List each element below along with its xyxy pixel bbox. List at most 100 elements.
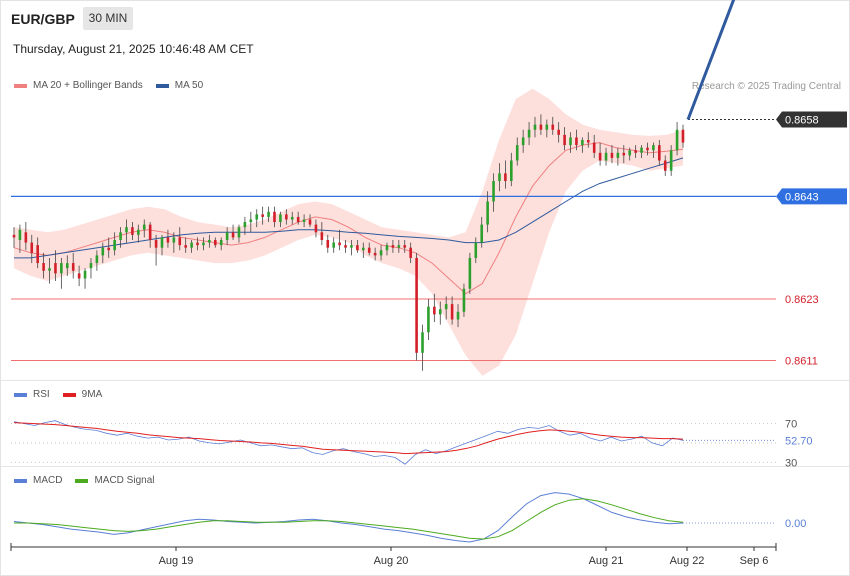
candle-body	[616, 152, 620, 158]
candle-body	[338, 242, 341, 246]
candle-body	[255, 214, 259, 220]
candle-body	[30, 242, 34, 253]
candle-body	[231, 232, 235, 238]
candle-body	[279, 214, 282, 223]
candle-body	[344, 245, 347, 248]
candle-body	[669, 150, 673, 171]
x-tick-label: Aug 21	[589, 555, 624, 567]
macd-legend: MACD MACD Signal	[14, 475, 154, 486]
level-label: 0.8623	[785, 294, 819, 306]
candle-body	[527, 129, 531, 138]
candle-body	[462, 288, 466, 312]
candle-body	[391, 245, 395, 248]
candle-body	[575, 137, 578, 146]
candle-body	[563, 134, 566, 146]
candle-body	[415, 257, 418, 353]
candle-body	[273, 211, 276, 223]
candle-body	[208, 240, 211, 243]
candle-body	[385, 245, 389, 251]
symbol-label: EUR/GBP	[11, 11, 75, 27]
candle-body	[48, 268, 51, 271]
candle-body	[604, 152, 608, 161]
candle-body	[350, 245, 353, 248]
candle-body	[24, 232, 28, 243]
candle-body	[640, 147, 643, 153]
rsi-legend: RSI 9MA	[14, 389, 102, 400]
ma20-legend-label: MA 20 + Bollinger Bands	[33, 80, 143, 91]
candle-body	[314, 224, 318, 233]
candle-body	[658, 145, 661, 161]
candle-body	[427, 306, 430, 333]
macd-current-label: 0.00	[785, 518, 806, 530]
candle-body	[450, 304, 454, 320]
level-label: 0.8658	[785, 114, 819, 126]
candle-body	[54, 263, 57, 274]
candle-body	[569, 137, 572, 146]
candle-body	[498, 173, 501, 182]
candle-body	[65, 263, 69, 269]
candle-body	[225, 232, 229, 240]
x-tick-label: Aug 20	[374, 555, 409, 567]
candle-body	[504, 173, 507, 182]
candle-body	[373, 252, 377, 256]
candle-body	[166, 237, 170, 243]
candle-body	[154, 240, 158, 248]
candle-body	[592, 142, 596, 153]
rsi-ma-swatch	[62, 392, 76, 397]
candle-body	[545, 124, 549, 130]
timeframe-button[interactable]: 30 MIN	[83, 7, 133, 30]
rsi-current-label: 52.70	[785, 435, 813, 447]
candle-body	[628, 150, 632, 156]
candle-body	[456, 311, 460, 320]
copyright-label: Research © 2025 Trading Central	[691, 81, 841, 92]
ma50-swatch	[155, 83, 169, 88]
rsi-ma-legend-label: 9MA	[81, 389, 103, 400]
macd-legend-label: MACD	[33, 475, 63, 486]
level-label: 0.8611	[785, 356, 818, 368]
candle-body	[320, 232, 324, 240]
candle-body	[367, 247, 371, 253]
candle-body	[438, 309, 442, 315]
candle-body	[486, 201, 489, 225]
candle-body	[148, 224, 152, 240]
candle-body	[598, 152, 602, 161]
candle-body	[444, 304, 448, 310]
candle-body	[492, 181, 495, 202]
candle-body	[267, 211, 270, 217]
candle-body	[113, 240, 116, 251]
candle-body	[178, 237, 182, 246]
ma50-legend-label: MA 50	[174, 80, 204, 91]
rsi-line	[13, 420, 684, 465]
candle-body	[142, 224, 146, 230]
level-label: 0.8643	[785, 191, 819, 203]
candle-body	[36, 245, 39, 264]
candle-body	[533, 124, 537, 130]
macd-signal-legend-label: MACD Signal	[94, 475, 155, 486]
level-tag-current	[776, 111, 847, 128]
candle-body	[18, 229, 22, 240]
candle-body	[83, 270, 87, 279]
candle-body	[89, 263, 93, 269]
candle-body	[71, 263, 75, 271]
candle-body	[557, 129, 560, 135]
ma20-line	[13, 142, 684, 295]
x-tick-label: Sep 6	[740, 555, 769, 567]
candle-body	[190, 242, 193, 248]
candle-body	[539, 124, 543, 130]
candle-body	[243, 222, 247, 228]
candle-body	[308, 219, 312, 225]
candle-body	[172, 237, 176, 243]
panel-divider-rsi	[1, 380, 849, 381]
candle-body	[362, 247, 365, 251]
candle-body	[581, 140, 584, 146]
ma20-swatch	[14, 83, 27, 88]
candle-body	[296, 216, 300, 223]
candle-body	[137, 229, 140, 235]
candle-body	[652, 145, 655, 151]
macd-signal-swatch	[75, 478, 89, 483]
candle-body	[681, 129, 685, 143]
rsi-swatch	[14, 392, 27, 397]
candle-body	[433, 306, 436, 315]
candle-body	[397, 245, 401, 248]
candle-body	[290, 216, 294, 220]
